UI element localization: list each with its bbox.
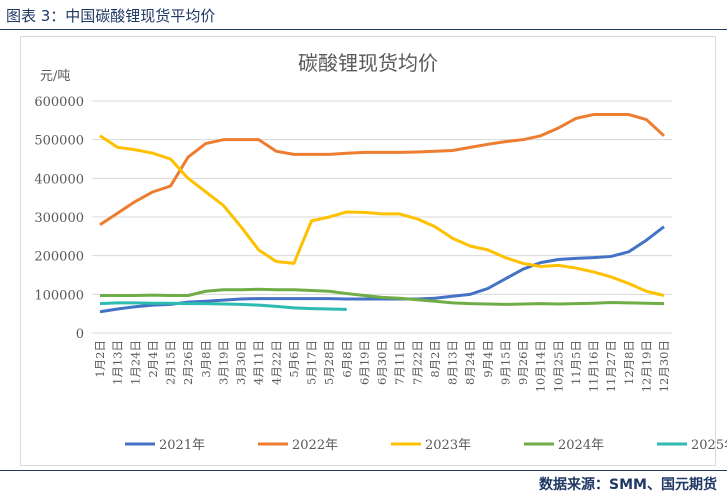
x-tick-label: 3月19日 (216, 340, 230, 385)
y-tick-label: 200000 (34, 250, 84, 265)
footer-rule (0, 470, 727, 471)
series-line-2021年 (99, 225, 665, 314)
x-tick-label: 5月17日 (305, 340, 319, 385)
x-tick-label: 9月15日 (498, 340, 512, 385)
x-tick-label: 1月2日 (93, 340, 107, 378)
x-tick-label: 8月24日 (463, 340, 477, 385)
y-tick-label: 100000 (34, 288, 84, 303)
chart-title: 碳酸锂现货均价 (298, 51, 438, 75)
y-axis-label: 元/吨 (40, 69, 70, 84)
y-tick-label: 0 (76, 327, 84, 342)
legend-label: 2022年 (292, 438, 338, 453)
line-chart: 碳酸锂现货均价 元/吨 0 100000 200000 300000 400000 500… (34, 51, 727, 453)
series-line-2022年 (99, 113, 666, 226)
x-tick-label: 2月15日 (164, 340, 178, 385)
x-tick-label: 1月13日 (111, 340, 125, 385)
x-tick-label: 10月25日 (551, 340, 565, 392)
x-tick-label: 5月6日 (287, 340, 301, 378)
series-line-2025年 (99, 301, 347, 311)
x-tick-label: 1月24日 (128, 340, 142, 385)
legend-label: 2023年 (425, 438, 471, 453)
x-tick-label: 12月30日 (657, 340, 671, 392)
legend-label: 2025年 (691, 438, 727, 453)
x-tick-label: 12月19日 (639, 340, 653, 392)
x-tick-label: 3月8日 (199, 340, 213, 378)
x-tick-label: 8月2日 (428, 340, 442, 378)
x-tick-label: 2月4日 (146, 340, 160, 378)
x-tick-label: 12月8日 (622, 340, 636, 385)
x-tick-label: 9月4日 (481, 340, 495, 378)
y-tick-label: 500000 (34, 134, 84, 149)
x-tick-label: 6月19日 (357, 340, 371, 385)
x-tick-label: 3月30日 (234, 340, 248, 385)
y-tick-label: 300000 (34, 211, 84, 226)
x-tick-label: 7月11日 (393, 340, 407, 385)
legend-label: 2021年 (159, 438, 205, 453)
series-line-2024年 (100, 287, 665, 306)
x-tick-label: 4月11日 (252, 340, 266, 385)
x-tick-label: 11月16日 (587, 340, 601, 392)
x-tick-label: 5月28日 (322, 340, 336, 385)
source-note: 数据来源：SMM、国元期货 (539, 477, 717, 493)
x-tick-label: 11月5日 (569, 340, 583, 385)
chart-frame (20, 36, 716, 466)
legend-label: 2024年 (558, 438, 604, 453)
y-tick-label: 600000 (34, 95, 84, 110)
figure-title: 图表 3：中国碳酸锂现货平均价 (6, 7, 216, 25)
x-tick-label: 10月14日 (534, 340, 548, 392)
header-rule (0, 29, 727, 30)
x-tick-label: 2月26日 (181, 340, 195, 385)
x-tick-label: 6月8日 (340, 340, 354, 378)
x-tick-label: 11月27日 (604, 340, 618, 392)
x-tick-label: 4月22日 (269, 340, 283, 385)
x-tick-label: 6月30日 (375, 340, 389, 385)
x-tick-label: 7月22日 (410, 340, 424, 385)
x-tick-label: 8月13日 (446, 340, 460, 385)
series-line-2023年 (99, 134, 665, 297)
y-tick-label: 400000 (34, 172, 84, 187)
x-tick-label: 9月26日 (516, 340, 530, 385)
